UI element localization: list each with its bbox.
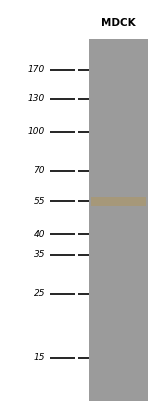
Bar	[91, 197, 146, 206]
Text: 40: 40	[33, 230, 45, 239]
Text: 130: 130	[28, 94, 45, 103]
Text: 170: 170	[28, 65, 45, 74]
Text: 100: 100	[28, 127, 45, 136]
Text: 25: 25	[33, 289, 45, 298]
Text: 35: 35	[33, 250, 45, 259]
Text: 15: 15	[33, 353, 45, 362]
Text: MDCK: MDCK	[101, 18, 136, 28]
Text: 55: 55	[33, 197, 45, 206]
Bar	[89, 39, 148, 401]
Text: 70: 70	[33, 166, 45, 175]
Bar	[91, 197, 146, 206]
